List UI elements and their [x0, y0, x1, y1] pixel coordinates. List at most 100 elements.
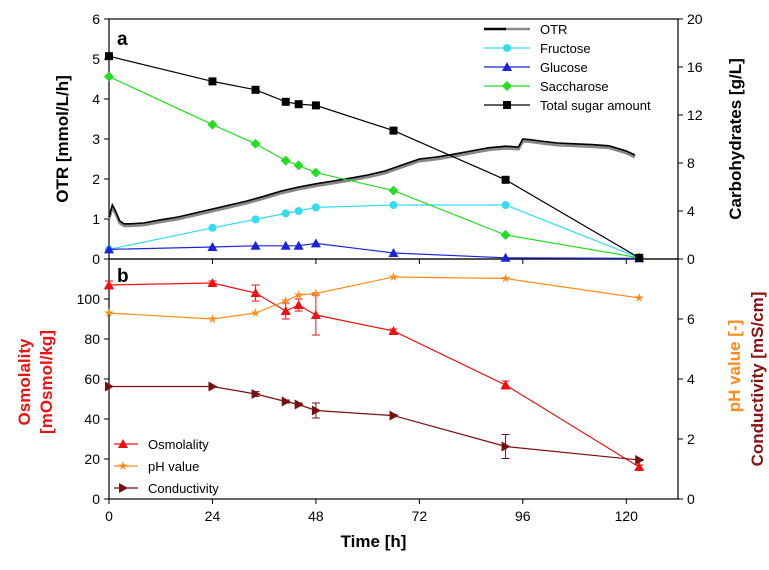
series-saccharose-point — [310, 167, 321, 178]
legend-label: Conductivity — [148, 481, 219, 496]
y-right-tick-label: 0 — [687, 491, 695, 507]
series-conductivity-point — [251, 389, 261, 399]
y-left-tick-label: 3 — [92, 131, 100, 147]
y-right-tick-label: 4 — [687, 203, 695, 219]
legend-label: Glucose — [540, 60, 588, 75]
series-fructose-point — [501, 201, 510, 209]
series-glucose-point — [310, 238, 321, 248]
panel-a-label: a — [117, 29, 128, 50]
series-ph-value-point — [104, 308, 114, 317]
series-total-sugar-amount-point — [311, 101, 320, 110]
x-tick-label: 96 — [515, 508, 531, 524]
y-left-tick-label: 20 — [84, 451, 100, 467]
series-fructose-point — [251, 215, 260, 224]
series-otr-line-grey — [107, 139, 636, 228]
x-tick-label: 72 — [412, 508, 428, 524]
y-left-tick-label: 4 — [92, 91, 100, 107]
series-conductivity-point — [105, 381, 114, 392]
series-osmolality-point — [500, 380, 511, 389]
y-right-tick-label: 16 — [687, 59, 703, 75]
series-total-sugar-amount-point — [635, 253, 644, 262]
series-ph-value-point — [250, 308, 261, 317]
series-osmolality-point — [207, 278, 218, 287]
legend-label: Saccharose — [540, 79, 609, 94]
series-ph-value-point — [207, 314, 218, 323]
y-left-tick-label: 100 — [77, 291, 101, 307]
series-otr-line — [108, 138, 636, 225]
series-glucose-point — [280, 240, 291, 250]
y-right-tick-label: 12 — [687, 107, 703, 123]
y-right-axis-label-conductivity: Conductivity [mS/cm] — [748, 292, 767, 467]
legend-label: OTR — [540, 22, 567, 37]
series-glucose-point — [250, 240, 261, 250]
legend-marker — [503, 44, 511, 52]
series-osmolality-point — [388, 326, 399, 335]
series-total-sugar-amount-point — [251, 85, 260, 94]
y-right-tick-label: 20 — [687, 11, 703, 27]
series-conductivity-point — [294, 399, 304, 410]
y-right-axis-label-a: Carbohydrates [g/L] — [726, 58, 745, 220]
series-total-sugar-amount-point — [105, 52, 113, 61]
y-right-tick-label: 2 — [687, 431, 695, 447]
series-osmolality-point — [104, 280, 114, 289]
y-right-tick-label: 8 — [687, 155, 695, 171]
legend-marker — [502, 81, 512, 91]
y-left-axis-label-b-line1: Osmolality — [15, 338, 34, 425]
y-left-tick-label: 0 — [92, 251, 100, 267]
y-left-tick-label: 60 — [84, 371, 100, 387]
x-tick-label: 24 — [205, 508, 221, 524]
legend-label: pH value — [148, 459, 199, 474]
x-tick-label: 0 — [105, 508, 113, 524]
series-saccharose-point — [293, 160, 304, 171]
series-total-sugar-amount-point — [294, 100, 303, 109]
y-right-axis-label-ph: pH value [-] — [725, 320, 744, 413]
y-left-axis-label-b-line2: [mOsmol/kg] — [37, 330, 56, 434]
y-left-tick-label: 40 — [84, 411, 100, 427]
series-glucose-point — [500, 252, 511, 262]
series-conductivity-point — [311, 405, 321, 416]
series-conductivity-point — [208, 381, 218, 392]
x-tick-label: 48 — [308, 508, 324, 524]
series-fructose-point — [281, 209, 290, 218]
series-ph-value-point — [388, 272, 399, 281]
y-right-tick-label: 6 — [687, 311, 695, 327]
y-left-tick-label: 5 — [92, 51, 100, 67]
series-fructose-point — [208, 223, 217, 232]
series-ph-value-point — [281, 296, 291, 305]
series-total-sugar-amount-point — [281, 97, 290, 106]
y-right-tick-label: 0 — [687, 251, 695, 267]
legend-marker — [503, 101, 511, 109]
series-osmolality-point — [634, 462, 645, 471]
series-glucose-line — [108, 242, 640, 259]
series-conductivity-point — [389, 410, 399, 421]
y-left-tick-label: 6 — [92, 11, 100, 27]
panel-b-label: b — [117, 266, 129, 287]
series-glucose-point — [207, 242, 218, 251]
series-saccharose-point — [280, 155, 291, 166]
y-right-tick-label: 4 — [687, 371, 695, 387]
series-osmolality-point — [293, 300, 304, 309]
legend-label: Total sugar amount — [540, 98, 651, 113]
series-saccharose-point — [388, 185, 399, 196]
series-glucose-point — [293, 240, 304, 250]
series-total-sugar-amount-point — [501, 175, 510, 184]
y-left-tick-label: 2 — [92, 171, 100, 187]
series-total-sugar-amount-point — [389, 126, 398, 135]
legend-marker — [118, 439, 128, 448]
series-fructose-point — [389, 201, 398, 209]
series-osmolality-point — [310, 310, 321, 319]
series-ph-value-point — [634, 293, 644, 302]
series-fructose-point — [294, 207, 303, 215]
series-conductivity-point — [281, 396, 291, 407]
y-left-tick-label: 80 — [84, 331, 100, 347]
series-saccharose-point — [250, 138, 261, 149]
series-glucose-point — [104, 244, 114, 254]
series-saccharose-point — [104, 71, 114, 82]
series-glucose-point — [388, 248, 399, 257]
series-ph-value-point — [311, 288, 321, 298]
legend-label: Fructose — [540, 41, 591, 56]
series-ph-value-point — [293, 290, 304, 299]
series-conductivity-point — [635, 455, 645, 465]
panel-a-frame — [108, 18, 679, 260]
